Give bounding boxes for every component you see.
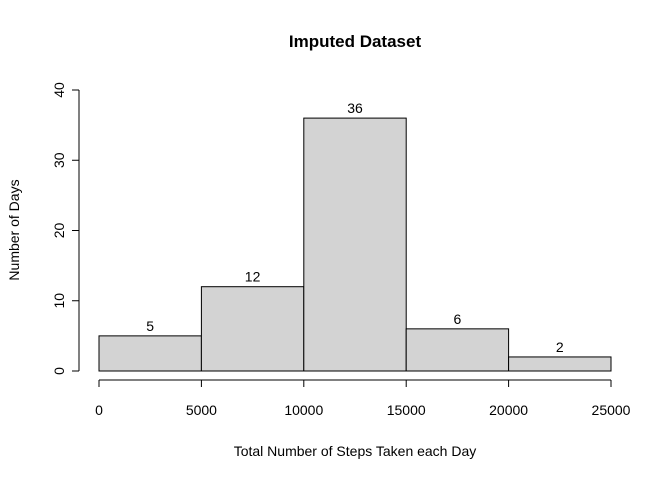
histogram-bar	[98, 335, 202, 372]
y-axis: 0 10 20 30 40	[51, 82, 80, 375]
bar-value-label: 12	[245, 269, 261, 285]
x-axis-label: Total Number of Steps Taken each Day	[234, 443, 477, 459]
y-tick-label: 30	[51, 152, 67, 168]
y-axis-label: Number of Days	[6, 179, 22, 280]
bar-value-label: 6	[454, 311, 462, 327]
x-tick-label: 25000	[592, 402, 631, 418]
y-tick-label: 40	[51, 82, 67, 98]
histogram-bar	[200, 286, 305, 372]
x-tick-label: 5000	[186, 402, 217, 418]
bar-value-label: 36	[347, 100, 363, 116]
histogram-bar	[405, 328, 510, 372]
x-tick-label: 0	[95, 402, 103, 418]
chart-title: Imputed Dataset	[289, 32, 422, 51]
x-tick-label: 10000	[284, 402, 323, 418]
y-tick-label: 10	[51, 293, 67, 309]
bar-data-labels: 5 12 36 6 2	[146, 100, 564, 355]
bar-value-label: 5	[146, 318, 154, 334]
x-tick-label: 15000	[387, 402, 426, 418]
histogram-bar	[508, 356, 612, 372]
x-axis: 0 5000 10000 15000 20000 25000	[95, 379, 631, 418]
histogram-bars	[98, 117, 612, 372]
bar-value-label: 2	[556, 339, 564, 355]
histogram-bar	[303, 117, 407, 372]
y-tick-label: 20	[51, 223, 67, 239]
x-tick-label: 20000	[489, 402, 528, 418]
y-tick-label: 0	[51, 367, 67, 375]
